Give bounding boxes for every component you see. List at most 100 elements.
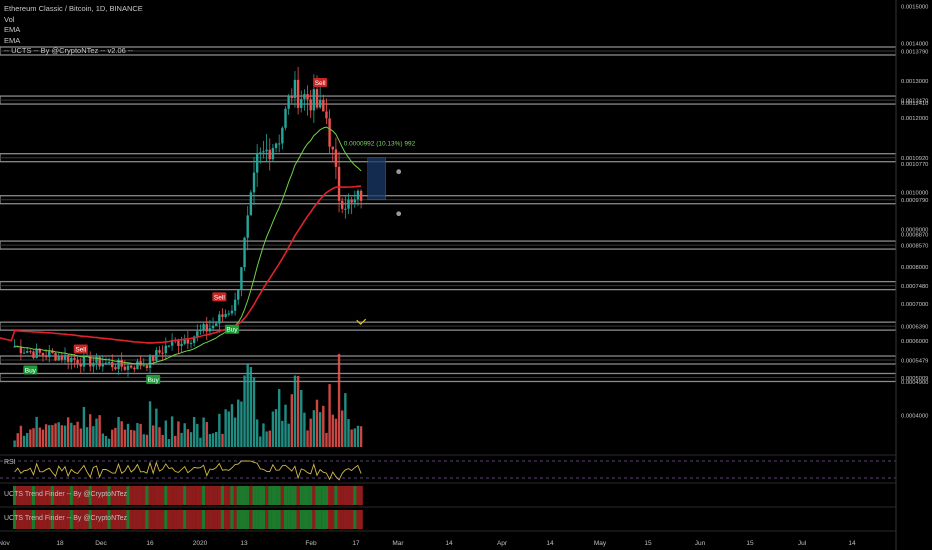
trend-finder-bar: [249, 486, 253, 505]
trend-finder-bar: [38, 510, 42, 529]
ema-fast-line: [14, 126, 362, 365]
trend-finder-bar: [91, 486, 96, 505]
trend-finder-bar: [258, 486, 262, 505]
candle-body: [296, 79, 300, 108]
trend-finder-bar: [25, 486, 29, 505]
trend-finder-bar: [154, 510, 159, 529]
volume-bar: [227, 411, 230, 447]
candle-body: [48, 351, 51, 358]
trend-finder-bar: [31, 486, 36, 505]
candle-body: [164, 345, 167, 354]
volume-bar: [183, 423, 186, 447]
trend-finder-bar: [268, 486, 272, 505]
candle-body: [95, 356, 98, 363]
price-tick-label: 0.0007000: [901, 302, 928, 308]
candle-body: [237, 289, 240, 300]
volume-bar: [114, 427, 117, 447]
candle-body: [196, 331, 199, 337]
volume-bar: [95, 418, 98, 447]
trend-finder-bar: [44, 486, 48, 505]
price-tick-label: 0.0012470: [901, 99, 928, 105]
volume-bar: [164, 420, 167, 447]
candle-body: [284, 108, 287, 128]
buy-label: Buy: [226, 327, 238, 334]
price-tick-label: 0.0009000: [901, 228, 928, 234]
trend-finder-bar: [208, 486, 212, 505]
volume-bar: [32, 428, 35, 447]
candle-body: [123, 366, 127, 370]
volume-bar: [167, 439, 171, 447]
trend-finder-bar: [66, 510, 70, 529]
trend-finder-bar: [239, 510, 244, 529]
volume-bar: [142, 434, 145, 447]
trend-finder-bar: [340, 486, 344, 505]
sell-label: Sell: [315, 80, 326, 87]
price-tick-label: 0.0008870: [901, 232, 928, 238]
trend-finder-bar: [277, 510, 281, 529]
candle-body: [344, 208, 347, 210]
trend-finder-bar: [283, 510, 288, 529]
volume-bar: [186, 429, 190, 447]
trend-finder-bar: [132, 486, 136, 505]
candle-body: [255, 153, 259, 173]
trend-finder-bar: [265, 510, 269, 529]
volume-bar: [48, 425, 51, 447]
candle-body: [347, 199, 350, 209]
candle-body: [104, 362, 108, 364]
sell-badge: [313, 77, 328, 87]
candle-body: [240, 267, 243, 290]
volume-bar: [265, 431, 268, 447]
candle-body: [218, 314, 221, 324]
volume-bar: [255, 419, 259, 447]
trend-finder-bar: [161, 486, 165, 505]
candle-body: [117, 359, 120, 369]
trend-finder-bar: [227, 510, 231, 529]
trend-finder-bar: [189, 510, 193, 529]
volume-bar: [70, 422, 73, 447]
candle-body: [26, 351, 29, 353]
trend-finder-bar: [98, 510, 102, 529]
legend-vol: Vol: [4, 14, 15, 24]
candle-body: [51, 351, 54, 354]
trend-finder-bar: [205, 510, 209, 529]
trend-finder-bar: [217, 486, 222, 505]
volume-bar: [303, 412, 306, 447]
candle-body: [215, 323, 218, 326]
candle-body: [246, 215, 249, 238]
trend-finder-bar: [126, 486, 130, 505]
trend-finder-bar: [214, 486, 218, 505]
volume-bar: [107, 438, 111, 447]
volume-bar: [19, 425, 23, 447]
trend-finder-bar: [72, 486, 77, 505]
trend-finder-bar: [318, 510, 322, 529]
candle-body: [57, 355, 60, 361]
trend-finder-bar: [293, 510, 297, 529]
trend-finder-bar: [214, 510, 218, 529]
trend-finder-bar: [126, 510, 130, 529]
trend-finder-bar: [53, 510, 58, 529]
time-tick-label: 18: [56, 540, 64, 547]
trend-finder-bar: [50, 486, 55, 505]
trend-finder-bar: [265, 486, 269, 505]
trend-finder-bar: [346, 486, 351, 505]
volume-bar: [63, 425, 67, 447]
volume-bar: [306, 430, 309, 447]
trend-finder-bar: [242, 486, 247, 505]
candle-body: [199, 330, 202, 332]
volume-bar: [123, 429, 127, 447]
indicator-panes: 50.00: [0, 460, 919, 529]
buy-label: Buy: [148, 377, 160, 384]
volume-bar: [268, 430, 271, 447]
candle-body: [79, 364, 82, 367]
candle-body: [133, 367, 136, 370]
trend-finder-bar: [198, 510, 203, 529]
volume-bar: [208, 434, 212, 447]
trend-finder-bar: [280, 486, 285, 505]
volume-bar: [284, 404, 287, 447]
volume-bar: [126, 423, 130, 447]
trend-finder-bar: [324, 510, 329, 529]
trend-finder-bar: [309, 486, 313, 505]
trend-finder-bar: [290, 510, 294, 529]
candle-body: [331, 146, 334, 150]
